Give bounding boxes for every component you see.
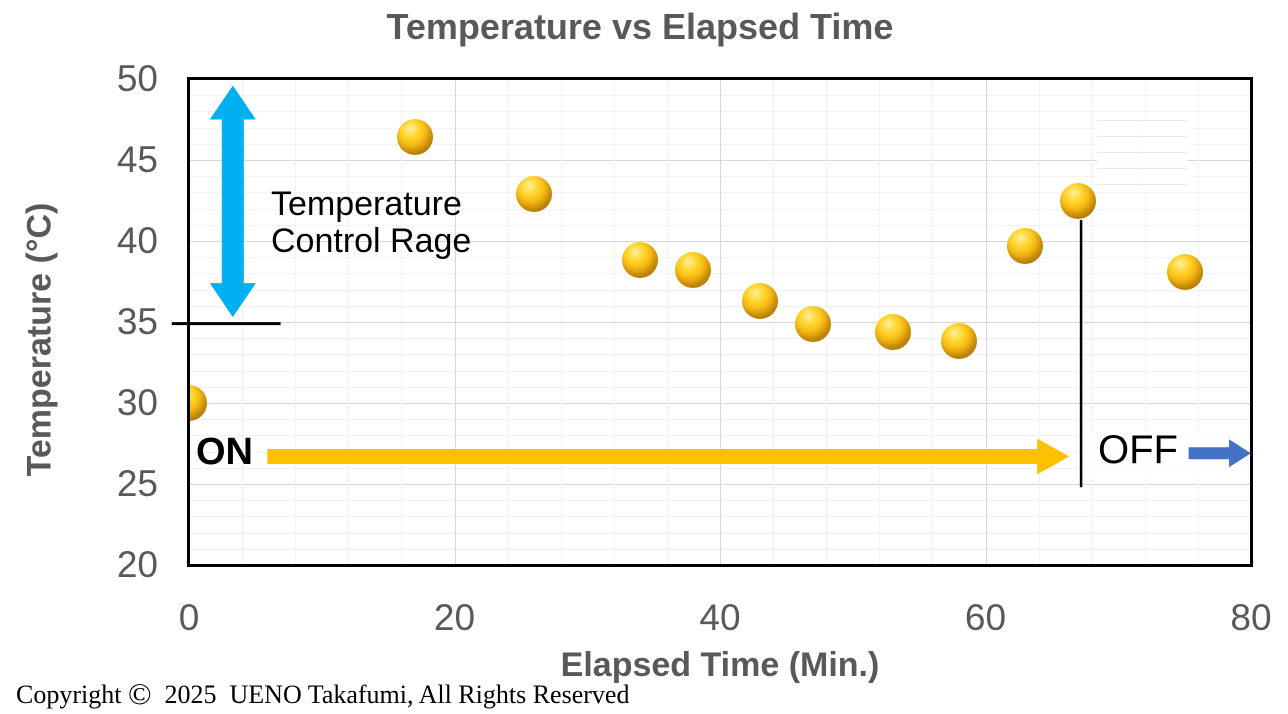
gridline-vertical (507, 79, 509, 565)
gridline-vertical (720, 79, 721, 565)
erased-legend-artifact (1097, 120, 1188, 192)
x-tick-label: 80 (1230, 597, 1272, 638)
data-point (741, 282, 778, 319)
gridline-vertical (666, 79, 668, 565)
y-tick-label: 40 (116, 220, 158, 261)
data-point (516, 176, 553, 213)
data-point (622, 242, 659, 279)
gridline-vertical (560, 79, 562, 565)
gridline-vertical (242, 79, 244, 565)
x-tick-label: 0 (178, 597, 200, 638)
gridline-vertical (348, 79, 350, 565)
data-point (189, 385, 207, 421)
y-tick-label: 25 (116, 463, 158, 504)
data-point (874, 313, 911, 350)
gridline-vertical (1091, 79, 1093, 565)
data-point (1166, 253, 1203, 290)
y-tick-label: 45 (116, 139, 158, 180)
gridline-vertical (1038, 79, 1040, 565)
x-tick-label: 60 (964, 597, 1007, 638)
gridline-vertical (932, 79, 934, 565)
gridline-vertical (1197, 79, 1199, 565)
data-point (794, 305, 831, 342)
data-point (675, 252, 712, 289)
gridline-vertical (295, 79, 297, 565)
data-point (1007, 227, 1044, 264)
gridline-vertical (773, 79, 775, 565)
y-tick-label: 20 (116, 544, 158, 585)
y-tick-label: 50 (116, 58, 158, 99)
y-axis-title: Temperature (°C) (20, 202, 59, 477)
gridline-vertical (454, 79, 456, 565)
copyright-symbol: © (127, 676, 152, 711)
copyright-text-prefix: Copyright (16, 680, 128, 709)
plot-area (189, 79, 1251, 565)
gridline-vertical (1144, 79, 1146, 565)
data-point (940, 323, 977, 360)
x-axis-title: Elapsed Time (Min.) (560, 646, 880, 684)
temperature-control-range-label: Temperature Control Rage (271, 185, 472, 260)
y-tick-label: 35 (116, 301, 158, 342)
gridline-vertical (613, 79, 615, 565)
x-tick-label: 20 (433, 597, 476, 638)
data-point (1060, 182, 1097, 219)
x-tick-label: 40 (699, 597, 741, 638)
heater-on-label: ON (196, 431, 253, 473)
copyright-text-suffix: 2025 UENO Takafumi, All Rights Reserved (151, 680, 630, 709)
copyright-notice: Copyright © 2025 UENO Takafumi, All Righ… (16, 676, 629, 712)
y-tick-label: 30 (116, 382, 158, 423)
gridline-vertical (985, 79, 987, 565)
data-point (396, 119, 433, 156)
heater-off-label: OFF (1098, 428, 1178, 472)
chart-title: Temperature vs Elapsed Time (386, 6, 894, 47)
gridline-vertical (401, 79, 403, 565)
